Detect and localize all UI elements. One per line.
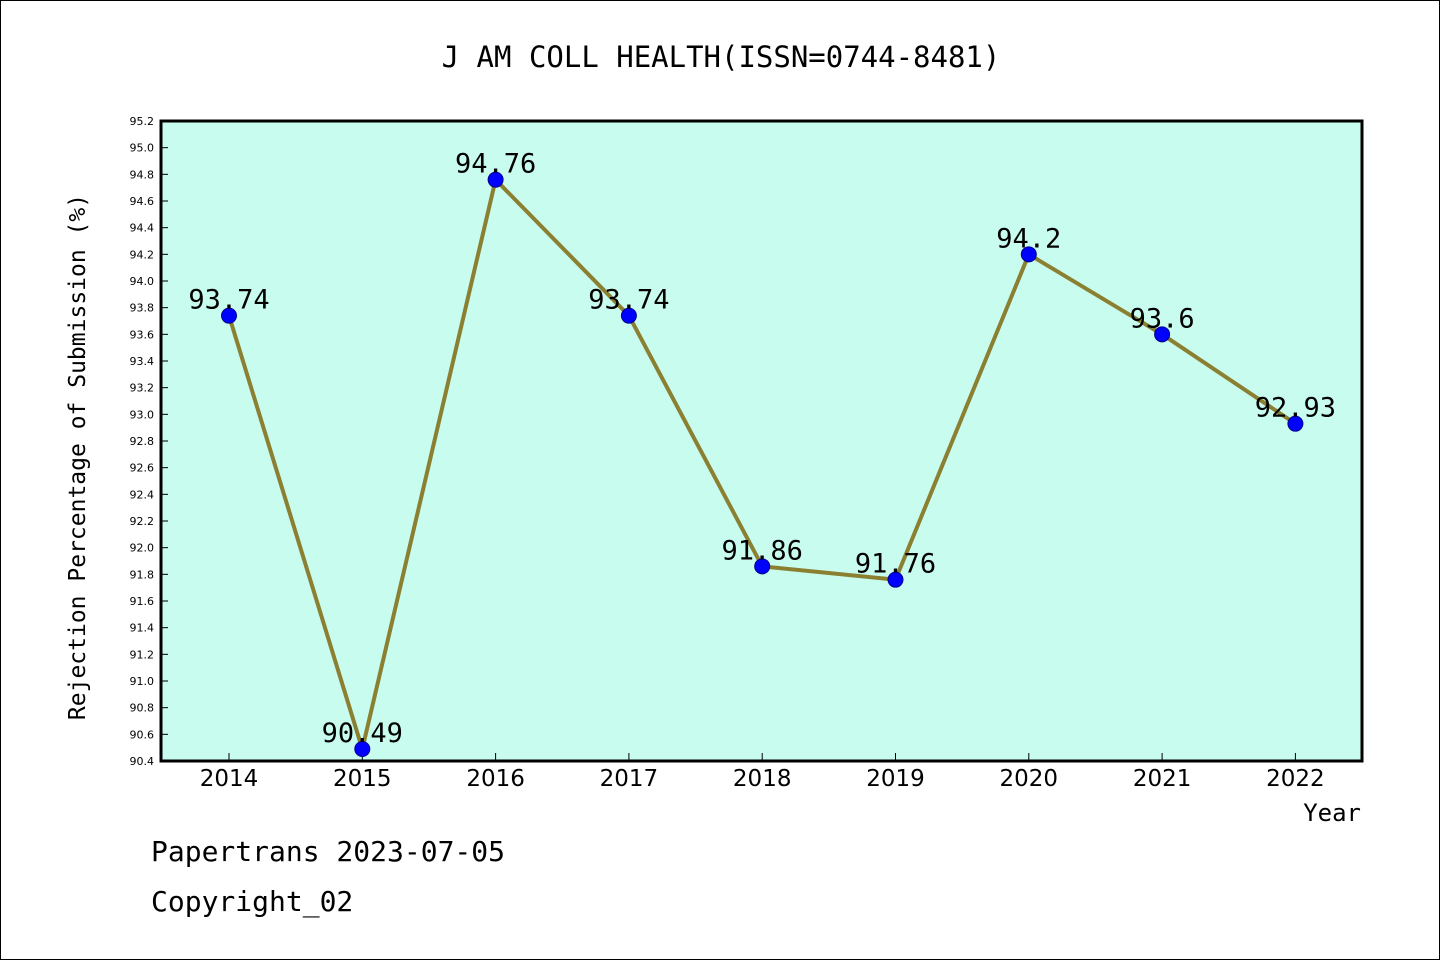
y-tick-label: 95.0 <box>130 142 155 155</box>
data-point <box>354 741 371 757</box>
x-tick-label: 2017 <box>600 766 659 792</box>
y-axis-ticks: 90.4 90.6 90.8 91.0 91.2 91.4 91.6 91.8 92.0 92.2… <box>130 115 168 768</box>
data-point <box>1020 246 1037 263</box>
data-label: 91.76 <box>855 549 936 580</box>
data-point <box>1287 415 1304 432</box>
plot-frame <box>159 119 1364 763</box>
y-tick-label: 93.0 <box>130 408 155 421</box>
y-tick-label: 90.4 <box>130 755 155 768</box>
x-axis-label: Year <box>1303 799 1361 827</box>
y-tick-label: 93.2 <box>130 382 155 395</box>
copyright-label: Copyright_02 <box>151 885 354 918</box>
y-tick-label: 91.6 <box>130 595 155 608</box>
data-label: 94.2 <box>996 223 1061 254</box>
x-tick-label: 2018 <box>733 766 792 792</box>
y-tick-label: 94.2 <box>130 248 155 261</box>
data-point <box>487 171 504 188</box>
y-tick-label: 92.0 <box>130 542 155 555</box>
y-tick-label: 92.6 <box>130 462 155 475</box>
x-tick-label: 2022 <box>1266 766 1325 792</box>
x-tick-label: 2014 <box>200 766 259 792</box>
x-axis-ticks: 2014 2015 2016 2017 2018 2019 2020 2021 2022 <box>200 753 1325 792</box>
data-label: 93.74 <box>588 285 669 316</box>
plot-area <box>161 121 1362 761</box>
y-tick-label: 91.4 <box>130 622 155 635</box>
data-point <box>620 307 637 324</box>
y-tick-label: 95.2 <box>130 115 155 128</box>
data-point <box>887 571 904 588</box>
y-tick-label: 94.6 <box>130 195 155 208</box>
data-point <box>1154 326 1171 343</box>
x-tick-label: 2015 <box>333 766 392 792</box>
data-point <box>221 307 237 324</box>
source-date-label: Papertrans 2023-07-05 <box>151 835 506 868</box>
y-tick-label: 93.6 <box>130 328 155 341</box>
y-tick-label: 91.2 <box>130 648 155 661</box>
data-label: 91.86 <box>722 535 803 566</box>
data-label: 94.76 <box>455 149 536 180</box>
y-tick-label: 91.8 <box>130 568 155 581</box>
x-tick-label: 2021 <box>1133 766 1192 792</box>
data-point <box>754 558 771 575</box>
data-series: 93.74 90.49 94.76 93.74 91.86 91.76 94.2 93.6 92… <box>188 149 1336 757</box>
data-label: 93.6 <box>1130 303 1195 334</box>
y-tick-label: 90.8 <box>130 702 155 715</box>
data-label: 90.49 <box>322 718 403 749</box>
y-tick-label: 94.4 <box>130 222 155 235</box>
y-tick-label: 92.2 <box>130 515 155 528</box>
data-label: 93.74 <box>188 285 269 316</box>
x-tick-label: 2020 <box>1000 766 1059 792</box>
y-tick-label: 91.0 <box>130 675 155 688</box>
y-tick-label: 92.8 <box>130 435 155 448</box>
y-tick-label: 94.0 <box>130 275 155 288</box>
x-tick-label: 2019 <box>866 766 925 792</box>
chart-title: J AM COLL HEALTH(ISSN=0744-8481) <box>442 40 1001 74</box>
data-label: 92.93 <box>1255 393 1336 424</box>
y-axis-label: Rejection Percentage of Submission (%) <box>65 194 91 720</box>
y-tick-label: 90.6 <box>130 728 155 741</box>
y-tick-label: 92.4 <box>130 488 155 501</box>
x-tick-label: 2016 <box>466 766 525 792</box>
y-tick-label: 93.4 <box>130 355 155 368</box>
y-tick-label: 93.8 <box>130 302 155 315</box>
y-tick-label: 94.8 <box>130 168 155 181</box>
